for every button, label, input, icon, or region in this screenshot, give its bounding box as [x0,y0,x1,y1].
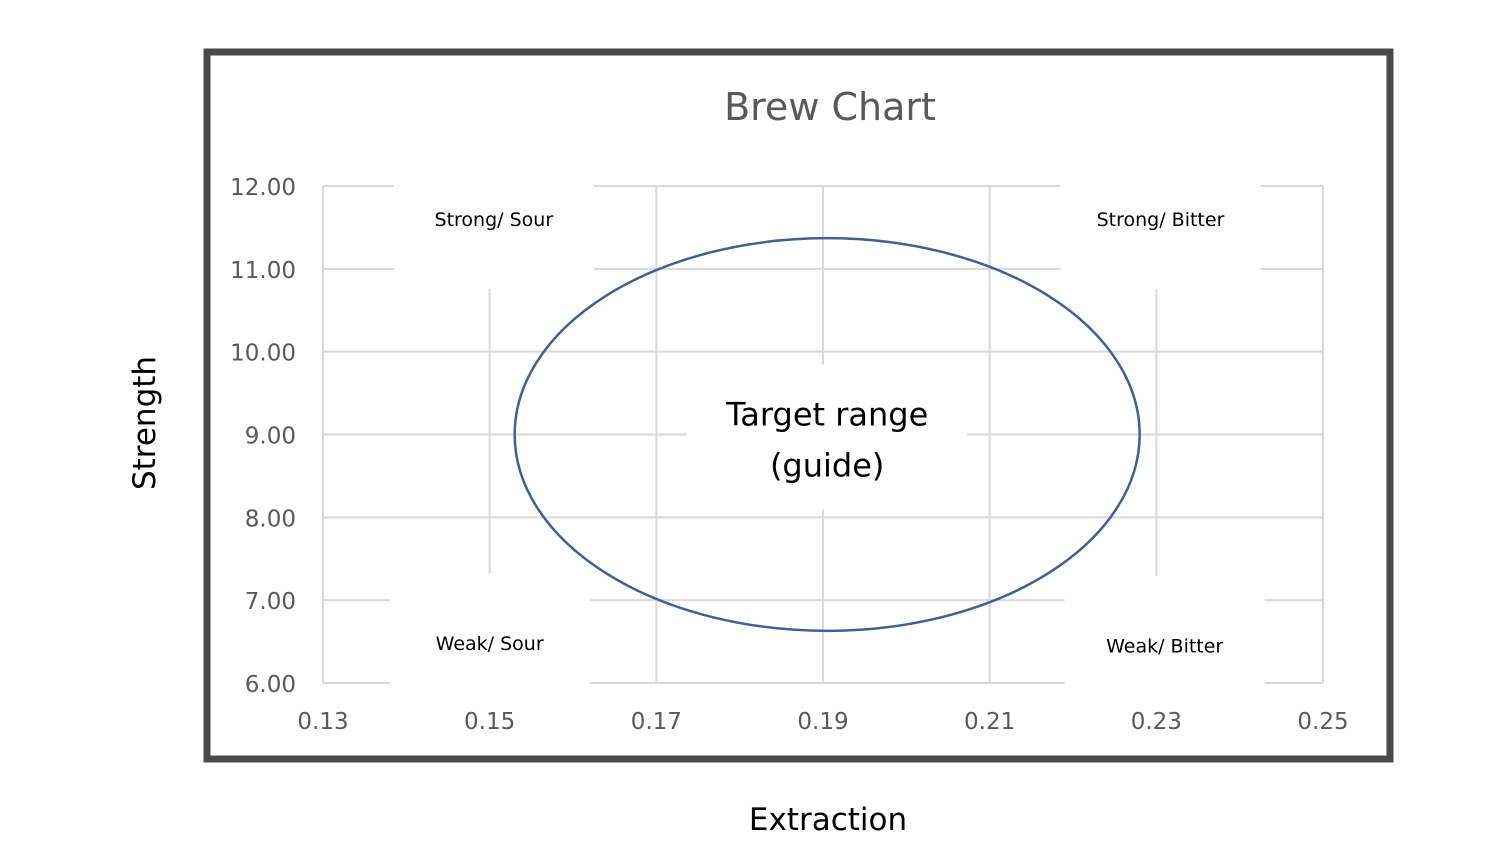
x-tick-label: 0.23 [1131,709,1182,735]
y-tick-label: 8.00 [245,506,296,532]
y-tick-label: 7.00 [245,589,296,615]
y-tick-label: 10.00 [230,341,296,367]
y-axis-title: Strength [127,356,163,490]
x-tick-label: 0.17 [631,709,682,735]
weak-sour-label-background [389,573,590,714]
target-ellipse [513,236,1141,633]
x-tick-label: 0.21 [964,709,1015,735]
y-tick-label: 6.00 [245,672,296,698]
y-tick-label: 9.00 [245,424,296,450]
label-layer: 0.13 0.15 0.17 0.19 0.21 0.23 0.25 6.00 7.00 8.00… [230,175,1348,735]
grid-lines [322,149,1324,716]
ellipse-layer [513,236,1141,633]
x-axis-title: Extraction [749,802,907,838]
target-label-background [687,364,968,510]
target-label-line: (guide) [770,447,884,485]
chart-title: Brew Chart [724,85,936,129]
x-tick-label: 0.19 [797,709,848,735]
y-tick-label: 12.00 [230,175,296,201]
y-tick-label: 11.00 [230,258,296,284]
strong-sour-label-background [393,149,594,290]
weak-bitter-label: Weak/ Bitter [1106,636,1223,658]
x-tick-label: 0.13 [297,709,348,735]
target-label-line: Target range [725,396,928,434]
strong-bitter-label-background [1060,149,1261,290]
strong-sour-label: Strong/ Sour [435,209,554,231]
x-tick-label: 0.25 [1297,709,1348,735]
x-tick-label: 0.15 [464,709,515,735]
weak-sour-label: Weak/ Sour [436,633,544,655]
weak-bitter-label-background [1064,575,1265,716]
strong-bitter-label: Strong/ Bitter [1097,209,1225,231]
